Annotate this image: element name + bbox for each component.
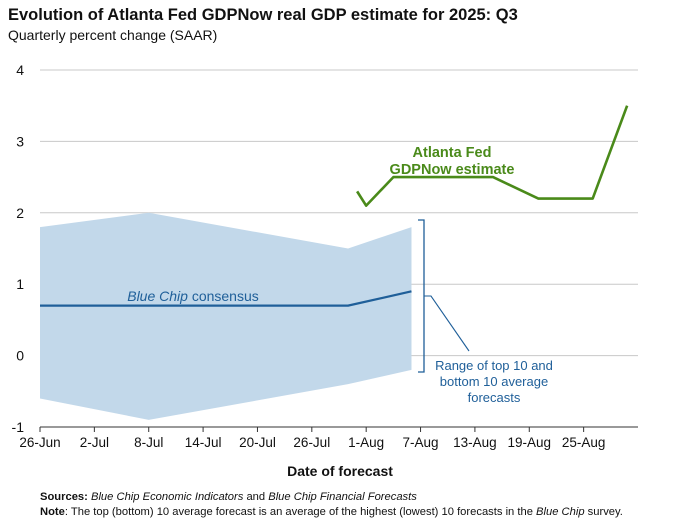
x-tick-label: 20-Jul: [239, 435, 276, 450]
bluechip-label-rest: consensus: [188, 288, 259, 304]
y-tick-label: 0: [16, 348, 24, 364]
range-bracket: [418, 219, 425, 373]
range-label-line2: bottom 10 average: [440, 374, 548, 389]
sources-part1: Blue Chip Economic Indicators: [90, 491, 244, 503]
x-tick-label: 7-Aug: [403, 435, 439, 450]
y-tick-label: 3: [16, 133, 24, 149]
x-tick-label: 1-Aug: [348, 435, 384, 450]
x-tick-label: 25-Aug: [562, 435, 606, 450]
y-tick-label: 2: [16, 205, 24, 221]
x-tick-label: 8-Jul: [134, 435, 163, 450]
x-axis-label: Date of forecast: [287, 463, 393, 479]
range-band-layer: [40, 212, 412, 420]
gdpnow-line: [356, 105, 629, 207]
sources-part3: Blue Chip Financial Forecasts: [268, 491, 417, 503]
sources-part2: and: [243, 491, 269, 503]
x-tick-label: 26-Jul: [293, 435, 330, 450]
gdpnow-label-line2: GDPNow estimate: [390, 162, 515, 178]
x-tick-label: 26-Jun: [19, 435, 60, 450]
note-line: Note: The top (bottom) 10 average foreca…: [40, 505, 623, 519]
x-tick-label: 13-Aug: [453, 435, 497, 450]
range-label-line1: Range of top 10 and: [435, 358, 553, 373]
note-label: Note: [40, 506, 65, 518]
sources-line: Sources: Blue Chip Economic Indicators a…: [40, 490, 417, 504]
x-tick-label: 2-Jul: [80, 435, 109, 450]
blue-chip-consensus-line: [40, 290, 412, 307]
range-band: [40, 212, 412, 420]
note-part3: survey.: [584, 506, 623, 518]
gdpnow-label-line1: Atlanta Fed: [413, 145, 492, 161]
chart-title: Evolution of Atlanta Fed GDPNow real GDP…: [8, 6, 518, 24]
y-tick-label: -1: [12, 419, 25, 435]
bluechip-label-italic: Blue Chip: [127, 288, 188, 304]
range-leader-line: [424, 295, 470, 352]
note-part2: Blue Chip: [536, 506, 585, 518]
x-tick-label: 14-Jul: [185, 435, 222, 450]
bluechip-label: Blue Chip consensus: [127, 288, 259, 304]
x-axis-ticks: 26-Jun 2-Jul 8-Jul 14-Jul 20-Jul 26-Jul 1-Aug 7…: [19, 427, 605, 450]
range-label-line3: forecasts: [468, 390, 521, 405]
y-tick-label: 1: [16, 276, 24, 292]
chart-subtitle: Quarterly percent change (SAAR): [8, 27, 218, 43]
x-tick-label: 19-Aug: [507, 435, 551, 450]
sources-label: Sources:: [40, 491, 88, 503]
y-axis-ticks: 4 3 2 1 0 -1: [12, 62, 25, 435]
note-part1: : The top (bottom) 10 average forecast i…: [64, 506, 537, 518]
y-tick-label: 4: [16, 62, 24, 78]
series-layer: [40, 105, 629, 307]
